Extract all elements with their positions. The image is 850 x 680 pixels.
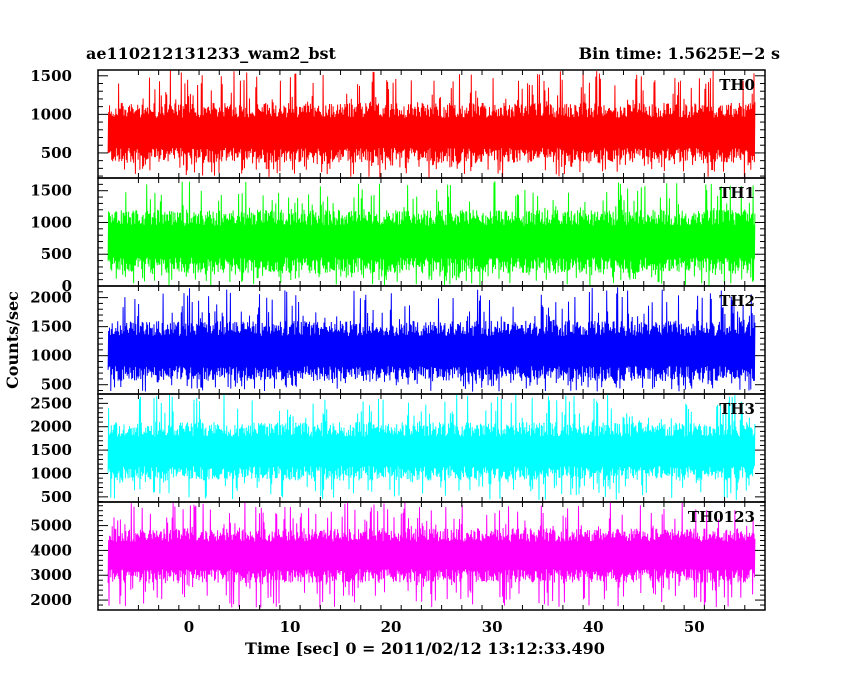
- y-tick-label: 1000: [30, 464, 72, 482]
- y-tick-label: 1500: [30, 67, 72, 85]
- y-tick-label: 1000: [30, 105, 72, 123]
- panel-th0123: 2000 3000 4000 5000 TH0123: [30, 501, 766, 611]
- x-tick-label: 30: [482, 618, 503, 636]
- panel-th2: 500 1000 1500 2000 TH2: [30, 285, 766, 395]
- x-tick-label: 20: [381, 618, 402, 636]
- y-tick-label: 500: [41, 245, 72, 263]
- x-tick-label: 50: [684, 618, 705, 636]
- x-tick-label: 40: [583, 618, 604, 636]
- y-tick-label: 1500: [30, 318, 72, 336]
- y-tick-label: 0: [62, 277, 72, 295]
- series-th1: [107, 181, 756, 286]
- y-tick-label: 5000: [30, 517, 72, 535]
- panel-th0: 500 1000 1500 TH0: [30, 67, 766, 179]
- panel-name-label: TH0: [719, 76, 755, 94]
- y-tick-label: 500: [41, 488, 72, 506]
- panels-group: 500 1000 1500 TH0 0 500 1000 1500 TH1 500 1000 1500…: [30, 67, 766, 611]
- panel-name-label: TH3: [719, 400, 755, 418]
- panel-frame: [97, 501, 766, 611]
- x-tick-label: 10: [280, 618, 301, 636]
- y-tick-label: 1000: [30, 213, 72, 231]
- y-tick-label: 500: [41, 376, 72, 394]
- y-tick-label: 2000: [30, 289, 72, 307]
- panel-name-label: TH1: [719, 184, 755, 202]
- y-tick-label: 4000: [30, 541, 72, 559]
- bin-time-label: Bin time: 1.5625E−2 s: [579, 44, 780, 63]
- panel-name-label: TH2: [719, 292, 755, 310]
- y-tick-label: 1500: [30, 182, 72, 200]
- y-tick-label: 1000: [30, 347, 72, 365]
- y-tick-label: 2500: [30, 394, 72, 412]
- y-tick-label: 1500: [30, 441, 72, 459]
- series-th3: [107, 394, 756, 501]
- panel-th1: 0 500 1000 1500 TH1: [30, 177, 766, 295]
- y-tick-label: 2000: [30, 418, 72, 436]
- panel-th3: 500 1000 1500 2000 2500 TH3: [30, 393, 766, 506]
- series-th0123: [107, 502, 756, 608]
- series-th2: [107, 287, 756, 392]
- figure-title: ae110212131233_wam2_bst: [86, 44, 337, 63]
- x-axis-label: Time [sec] 0 = 2011/02/12 13:12:33.490: [245, 639, 605, 658]
- y-axis-label: Counts/sec: [3, 291, 22, 389]
- x-axis: 0 10 20 30 40 50: [184, 618, 705, 636]
- x-tick-label: 0: [184, 618, 194, 636]
- y-tick-label: 500: [41, 144, 72, 162]
- y-tick-label: 3000: [30, 566, 72, 584]
- series-th0: [107, 70, 756, 178]
- panel-name-label: TH0123: [688, 508, 755, 526]
- y-tick-label: 2000: [30, 591, 72, 609]
